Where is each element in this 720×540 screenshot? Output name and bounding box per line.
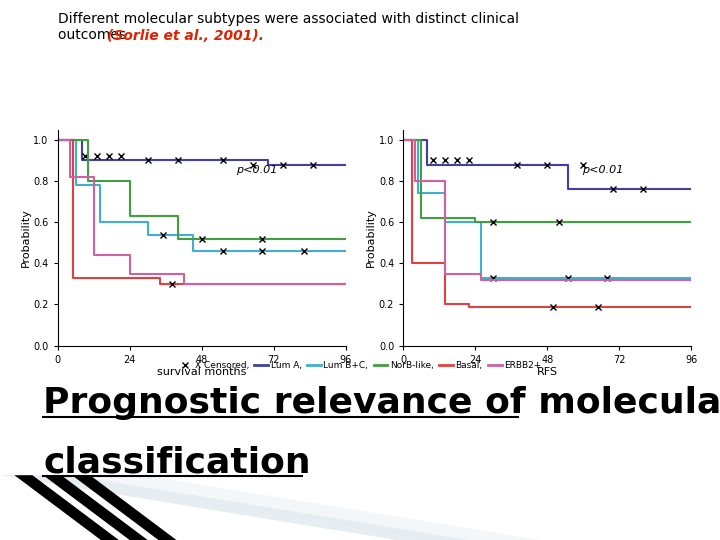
X-axis label: survival months: survival months xyxy=(157,367,246,377)
Text: p<0.01: p<0.01 xyxy=(236,165,277,175)
Text: Different molecular subtypes were associated with distinct clinical
outcomes: Different molecular subtypes were associ… xyxy=(58,12,518,42)
X-axis label: RFS: RFS xyxy=(536,367,558,377)
Legend: X Censored,, Lum A,, Lum B+C,, NorB-like,, Basal,, ERBB2+: X Censored,, Lum A,, Lum B+C,, NorB-like… xyxy=(175,357,545,374)
Text: classification: classification xyxy=(43,446,311,480)
Text: p<0.01: p<0.01 xyxy=(582,165,623,175)
Y-axis label: Probability: Probability xyxy=(20,208,30,267)
Text: Prognostic relevance of molecular: Prognostic relevance of molecular xyxy=(43,386,720,420)
Text: (Sorlie et al., 2001).: (Sorlie et al., 2001). xyxy=(107,29,264,43)
Y-axis label: Probability: Probability xyxy=(366,208,376,267)
